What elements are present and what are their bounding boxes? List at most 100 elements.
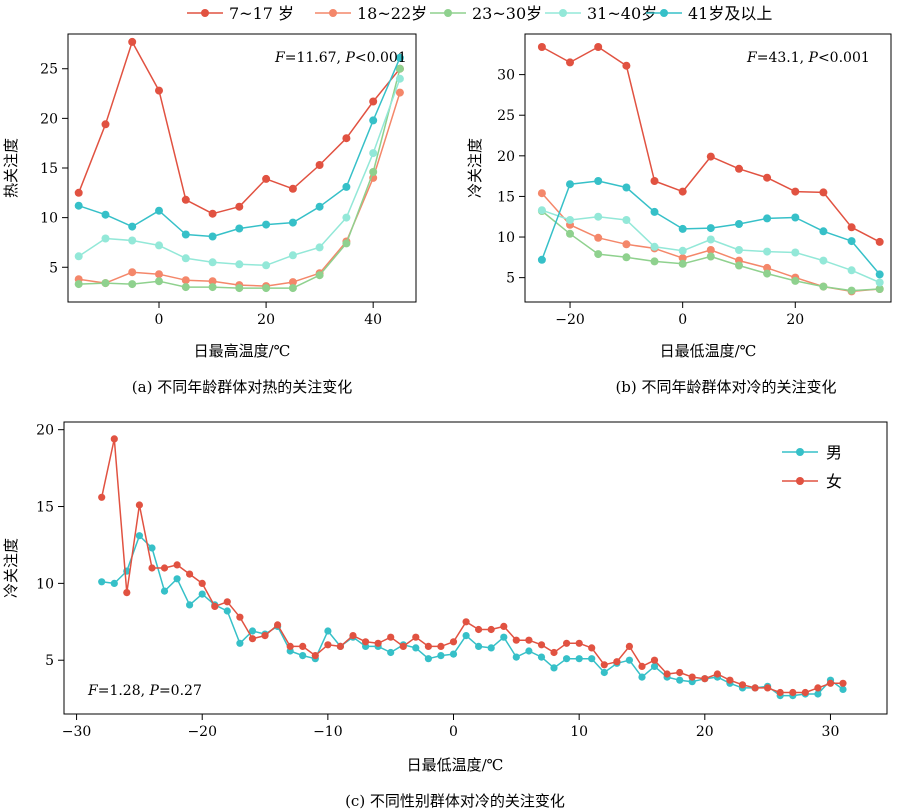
panel-a-series-2-point-10 <box>342 239 351 248</box>
panel-c-series-1-point-17 <box>311 652 319 660</box>
panel-c-series-1-point-2 <box>123 589 131 597</box>
panel-c-series-0-point-7 <box>186 601 194 609</box>
legend-label-3: 31~40岁 <box>587 4 657 23</box>
panel-c-series-0-point-34 <box>525 647 533 655</box>
panel-a-series-4-point-3 <box>155 206 163 215</box>
panel-c-series-0-point-11 <box>236 639 244 647</box>
panel-c-series-1-point-59 <box>839 679 847 687</box>
panel-a-series-0-point-5 <box>208 209 217 218</box>
panel-c-xtick-label-4: 10 <box>570 724 588 740</box>
panel-c-frame <box>63 421 888 715</box>
panel-a-series-0-point-3 <box>155 86 163 95</box>
panel-b-series-0-point-8 <box>763 173 772 182</box>
panel-c-cold-by-gender: −30 −20 −10 0 10 20 30 5 10 15 20 F=1.28, P=0.27 男… <box>2 421 888 810</box>
panel-a-series-3-point-2 <box>128 236 137 245</box>
panel-b-series-0-point-7 <box>735 164 743 173</box>
panel-c-ytick-label-2: 15 <box>36 500 54 516</box>
panel-a-series-4-point-8 <box>288 218 297 227</box>
panel-c-series-0-point-3 <box>135 532 143 540</box>
panel-c-series-1-point-53 <box>764 684 772 692</box>
panel-c-caption: (c) 不同性别群体对冷的关注变化 <box>345 792 565 810</box>
panel-b-frame <box>524 33 892 303</box>
panel-a-ytick-label-3: 20 <box>40 111 58 127</box>
panel-a-series-1-point-5 <box>208 277 217 286</box>
legend-item-2: 23~30岁 <box>430 4 542 23</box>
panel-a-series-2-point-2 <box>128 280 137 289</box>
top-legend: 7~17 岁 18~22岁 23~30岁 31~40岁 41岁及以上 <box>187 4 772 23</box>
panel-a-series-4-point-6 <box>235 224 244 233</box>
panel-a-series-3-point-6 <box>235 260 244 269</box>
panel-c-series-1-point-42 <box>625 642 634 651</box>
panel-c-ylabel: 冷关注度 <box>2 538 20 598</box>
legend-label-2: 23~30岁 <box>472 4 542 23</box>
panel-a-series-3-point-1 <box>101 234 110 243</box>
panel-b-series-2-point-6 <box>706 252 715 261</box>
panel-a-series-3-point-9 <box>315 243 324 252</box>
panel-c-series-1-point-29 <box>462 618 470 626</box>
panel-c-series-0-point-43 <box>638 673 646 681</box>
panel-b-series-4-point-10 <box>819 227 828 236</box>
panel-c-series-0-point-33 <box>512 653 520 661</box>
panel-c-series-0-point-36 <box>550 664 558 672</box>
panel-b-series-0-line <box>541 46 881 243</box>
panel-a-series-2-line <box>78 68 401 289</box>
panel-b-stat: F=43.1, P<0.001 <box>746 50 870 66</box>
panel-c-series-1-point-54 <box>776 688 784 697</box>
panel-c-ytick-label-0: 5 <box>45 653 54 669</box>
panel-b-series-2-point-7 <box>735 261 743 270</box>
panel-b-series-2-point-8 <box>763 269 772 278</box>
panel-c-series <box>98 435 847 700</box>
panel-a-series-1-point-4 <box>181 276 190 285</box>
panel-c-series-0-point-27 <box>437 652 445 660</box>
panel-c-series-1-point-57 <box>814 684 822 692</box>
legend-label-0: 7~17 岁 <box>229 4 294 23</box>
panel-c-series-0-point-29 <box>462 632 470 640</box>
panel-a-series-0-line <box>78 41 401 215</box>
panel-a-series-1-point-12 <box>395 88 404 97</box>
panel-c-series-1-point-38 <box>575 639 583 647</box>
panel-b-series-3-point-8 <box>763 247 772 256</box>
panel-a-series-3-point-7 <box>262 261 271 270</box>
panel-b-series-0-point-1 <box>566 58 574 67</box>
panel-c-series-1-point-44 <box>650 656 659 664</box>
panel-a-series-2-point-0 <box>74 280 83 289</box>
panel-c-series-0-point-10 <box>223 607 231 615</box>
panel-a-series-2-point-4 <box>181 283 190 292</box>
panel-a-stat: F=11.67, P<0.001 <box>274 50 407 66</box>
panel-b-series-3-point-0 <box>537 206 546 215</box>
panel-b-series-4-point-9 <box>791 213 800 222</box>
panel-c-series-1-point-11 <box>236 613 244 621</box>
panel-c-series-0-point-12 <box>248 627 257 635</box>
panel-b-series-0-point-2 <box>594 43 603 51</box>
panel-c-series-0-point-16 <box>299 652 307 660</box>
panel-b-ytick-label-5: 30 <box>497 68 515 84</box>
panel-c-series-0-point-6 <box>173 575 181 583</box>
panel-c-legend: 男 女 <box>782 443 842 491</box>
panel-c-series-1-point-4 <box>148 564 156 572</box>
panel-a-series-1-point-8 <box>288 278 297 287</box>
panel-c-series-1-point-25 <box>412 633 420 641</box>
panel-a-series-0-point-1 <box>101 120 110 129</box>
panel-c-series-0-point-30 <box>475 642 483 651</box>
panel-c-series-1-point-15 <box>286 642 294 651</box>
panel-b-series-1-point-0 <box>537 189 546 198</box>
panel-b-series-2-point-9 <box>791 276 800 285</box>
panel-c-series-1-point-10 <box>223 598 231 606</box>
panel-a-series-3-point-5 <box>208 258 217 267</box>
panel-c-series-0-point-32 <box>500 633 508 641</box>
panel-a-series-4-point-1 <box>101 210 110 219</box>
panel-c-series-1-point-13 <box>261 632 269 640</box>
panel-a-series-4-point-0 <box>74 201 83 210</box>
panel-c-series-1-point-28 <box>449 638 458 646</box>
panel-c-series-0-point-35 <box>537 653 546 661</box>
panel-c-series-0-point-8 <box>198 590 206 598</box>
panel-b-series-2-point-4 <box>650 257 659 266</box>
panel-c-series-1-line <box>100 438 843 694</box>
panel-a-series-3-point-0 <box>74 252 83 261</box>
panel-a-series-2-point-5 <box>208 283 217 292</box>
panel-a-series-1-point-3 <box>155 270 163 279</box>
panel-a-series-2-point-6 <box>235 284 244 293</box>
panel-c-series-1-point-3 <box>135 501 143 509</box>
panel-a-xtick-label-1: 20 <box>257 312 275 328</box>
